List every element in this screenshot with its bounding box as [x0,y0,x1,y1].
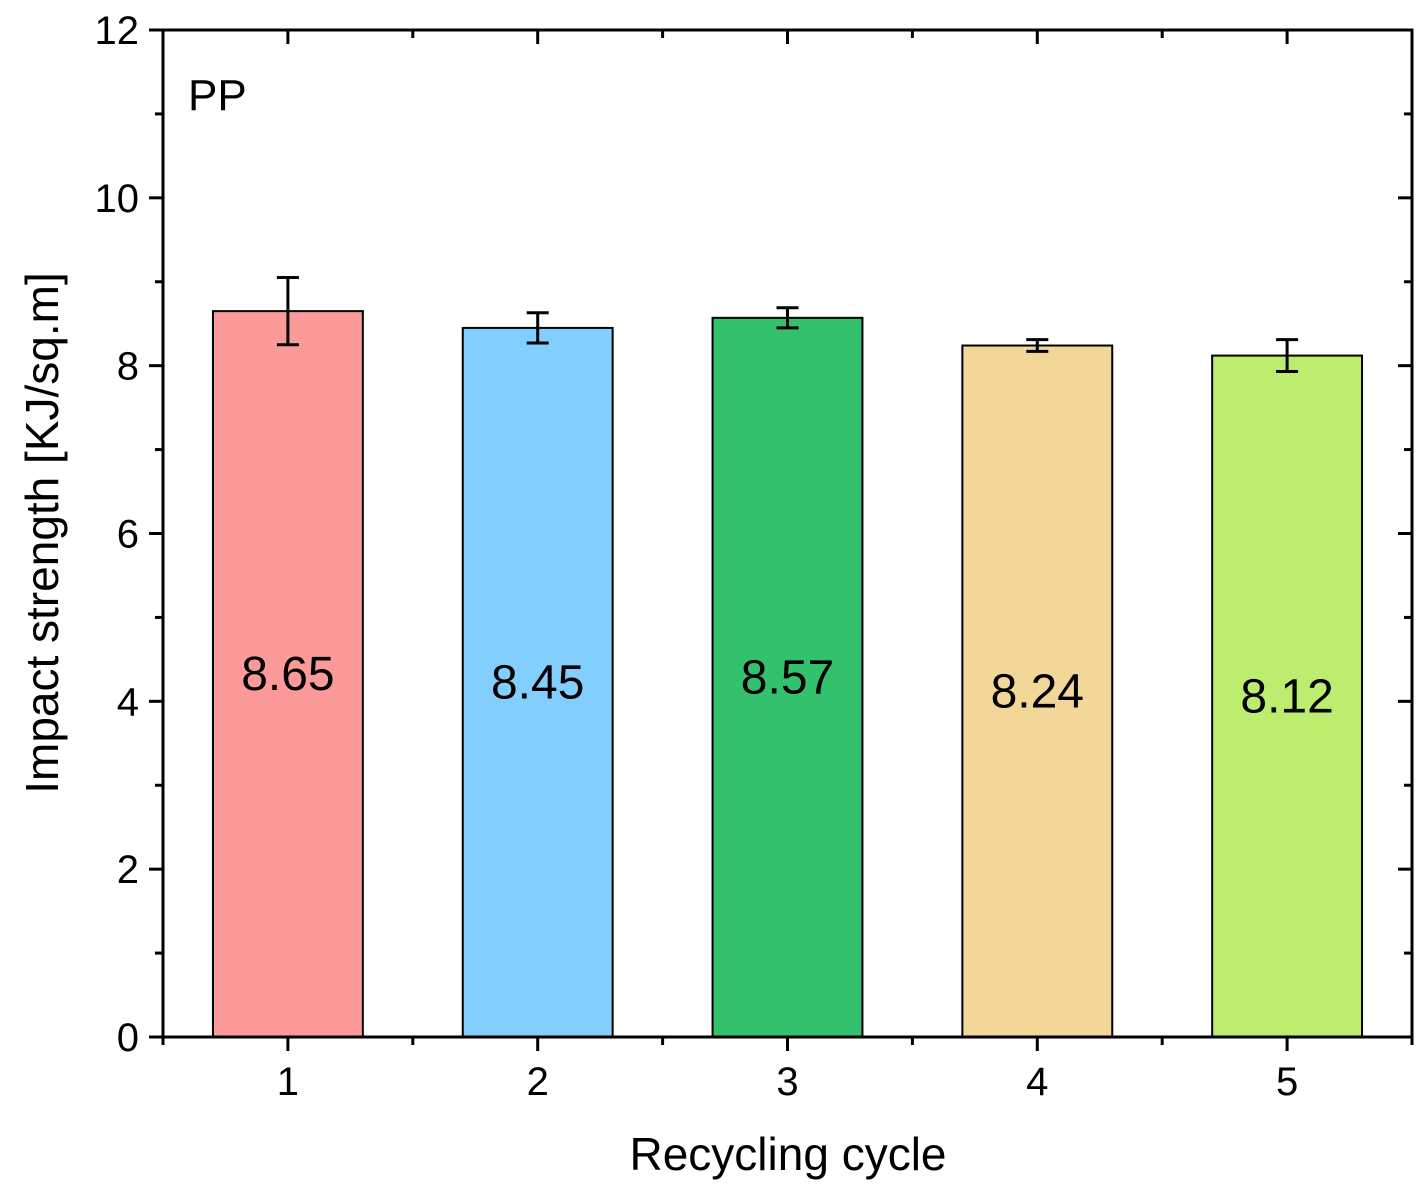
error-bar-4 [1026,338,1049,353]
x-tick-label-2: 2 [527,1060,549,1104]
bar-5 [1211,354,1364,1038]
y-tick-label-2: 2 [117,848,139,892]
x-tick-label-1: 1 [277,1060,299,1104]
y-tick-label-12: 12 [95,9,140,53]
x-axis-title: Recycling cycle [630,1128,947,1180]
x-tick-label-4: 4 [1026,1060,1048,1104]
y-tick-label-8: 8 [117,345,139,389]
bar-value-label-5: 8.12 [1240,670,1333,723]
bar-1 [211,310,364,1038]
error-bar-5 [1276,338,1299,374]
x-tick-label-5: 5 [1276,1060,1298,1104]
bar-value-label-2: 8.45 [491,656,584,709]
error-bar-2 [526,311,549,345]
y-tick-label-10: 10 [95,177,140,221]
x-tick-label-3: 3 [776,1060,798,1104]
error-bar-3 [776,306,799,330]
y-tick-label-4: 4 [117,680,139,724]
bar-value-label-1: 8.65 [241,648,334,701]
y-axis-title: Impact strength [KJ/sq.m] [16,272,68,794]
error-bars-layer [276,276,1299,374]
bar-4 [961,344,1114,1038]
bar-value-label-4: 8.24 [991,665,1084,718]
y-tick-label-6: 6 [117,513,139,557]
y-tick-label-0: 0 [117,1016,139,1060]
error-bar-1 [276,276,299,347]
bar-value-labels-layer: 8.65 8.45 8.57 8.24 8.12 [241,648,1334,723]
bar-value-label-3: 8.57 [741,651,834,704]
panel-label: PP [188,71,247,120]
bar-2 [461,326,614,1038]
